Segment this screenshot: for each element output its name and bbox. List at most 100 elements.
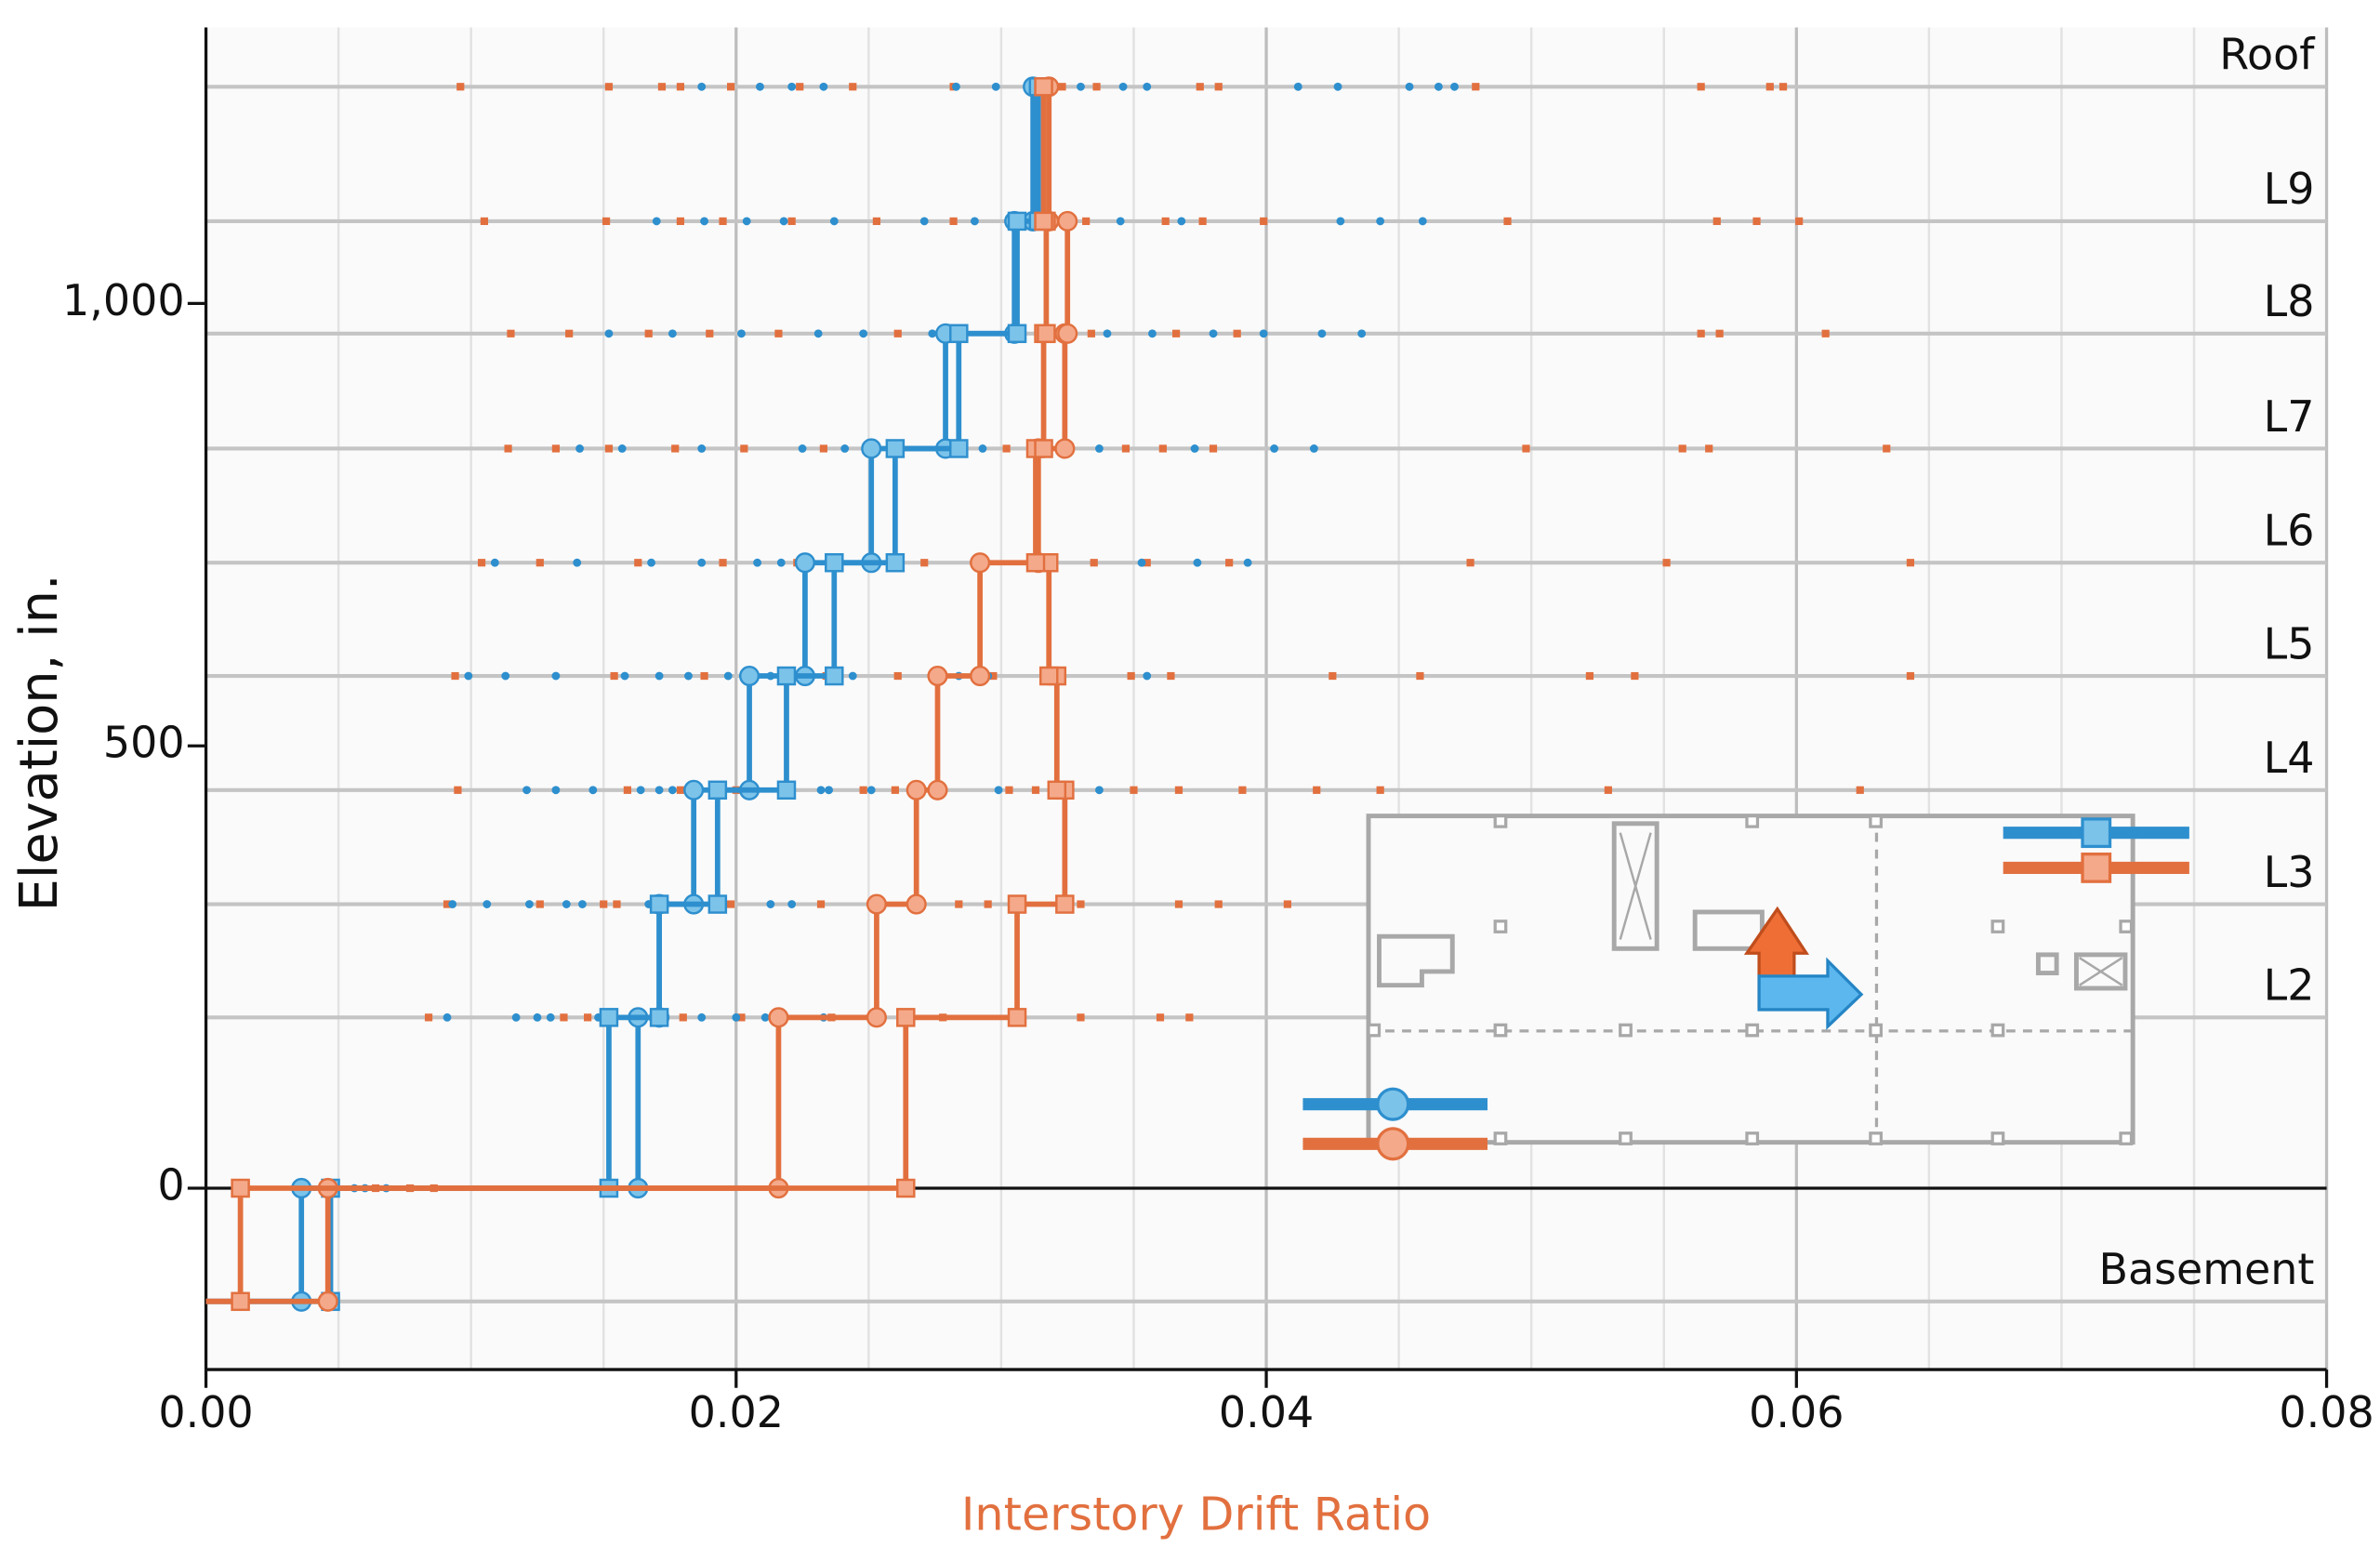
point	[613, 900, 621, 908]
point	[816, 786, 826, 795]
step-marker	[707, 780, 728, 800]
level-label: L2	[2264, 960, 2315, 1011]
point	[610, 671, 618, 681]
step-marker	[683, 779, 705, 800]
point	[796, 83, 804, 91]
point	[1174, 786, 1183, 794]
point	[697, 82, 707, 91]
plan-columns	[1367, 814, 2134, 1145]
arrow-ew	[1757, 957, 1864, 1030]
point	[1238, 786, 1247, 794]
step-marker	[866, 893, 887, 915]
point	[1906, 671, 1915, 681]
point	[623, 786, 631, 794]
point	[1906, 559, 1915, 567]
point	[872, 217, 881, 226]
x-axis-label: Interstory Drift Ratio	[961, 1488, 1431, 1541]
point	[1293, 82, 1302, 91]
point	[700, 217, 709, 226]
point	[483, 900, 492, 908]
point	[634, 559, 642, 567]
point	[1270, 444, 1279, 453]
point	[920, 559, 929, 567]
point	[1283, 900, 1291, 908]
step-marker	[776, 666, 797, 686]
point	[787, 82, 797, 91]
drift-series	[205, 77, 1075, 1312]
point	[813, 329, 823, 338]
point	[1156, 1013, 1165, 1022]
level-label: L8	[2264, 276, 2315, 326]
point	[1225, 559, 1234, 567]
point	[602, 217, 611, 226]
point	[984, 900, 992, 908]
level-label: L5	[2264, 618, 2315, 668]
step-marker	[768, 1007, 789, 1028]
point	[1503, 217, 1512, 226]
point	[1058, 83, 1066, 91]
point	[1130, 786, 1138, 794]
point	[604, 329, 614, 338]
point	[1329, 671, 1337, 681]
point	[1092, 83, 1101, 91]
point	[840, 444, 850, 453]
step-marker	[1034, 439, 1053, 458]
point	[1765, 83, 1774, 91]
x-tick-label: 0.06	[1749, 1387, 1844, 1437]
point	[891, 786, 899, 794]
point	[600, 900, 608, 908]
point	[819, 82, 828, 91]
step-marker	[825, 552, 844, 573]
point	[753, 558, 762, 567]
point	[766, 900, 775, 908]
step-marker	[1055, 894, 1075, 914]
point	[737, 329, 746, 338]
point	[443, 1012, 452, 1022]
point	[1005, 786, 1013, 794]
point	[424, 1013, 433, 1022]
point	[1143, 559, 1151, 567]
point	[504, 444, 512, 453]
step-marker	[1034, 77, 1053, 97]
x-tick-label: 0.00	[158, 1387, 253, 1437]
point	[1082, 217, 1091, 226]
scatter-points	[239, 82, 1915, 1193]
point	[1094, 786, 1104, 795]
step-marker	[707, 894, 728, 914]
point	[584, 1013, 592, 1022]
point	[776, 558, 786, 567]
point	[511, 1012, 521, 1022]
point	[652, 217, 661, 226]
point	[1167, 671, 1175, 681]
point	[654, 671, 664, 681]
level-label: Basement	[2098, 1244, 2314, 1294]
point	[536, 559, 544, 567]
point	[1143, 82, 1152, 91]
point	[1522, 444, 1530, 453]
step-marker	[1057, 210, 1078, 232]
point	[676, 786, 685, 794]
level-label: L7	[2264, 391, 2315, 442]
step-marker	[1007, 1008, 1027, 1027]
point	[551, 671, 561, 681]
point	[1434, 82, 1443, 91]
step-marker	[906, 779, 927, 800]
step-marker	[825, 666, 844, 686]
point	[1883, 444, 1891, 453]
point	[740, 444, 748, 453]
point	[1214, 900, 1223, 908]
point	[732, 1012, 741, 1022]
step-marker	[906, 893, 927, 915]
point	[1678, 444, 1686, 453]
point	[1190, 444, 1199, 453]
point	[551, 444, 561, 453]
point	[1031, 786, 1040, 794]
point	[1778, 83, 1788, 91]
level-label: L9	[2264, 164, 2315, 214]
point	[668, 786, 677, 795]
step-marker	[738, 665, 760, 687]
point	[1077, 82, 1085, 91]
point	[819, 444, 827, 453]
point	[1357, 329, 1367, 338]
